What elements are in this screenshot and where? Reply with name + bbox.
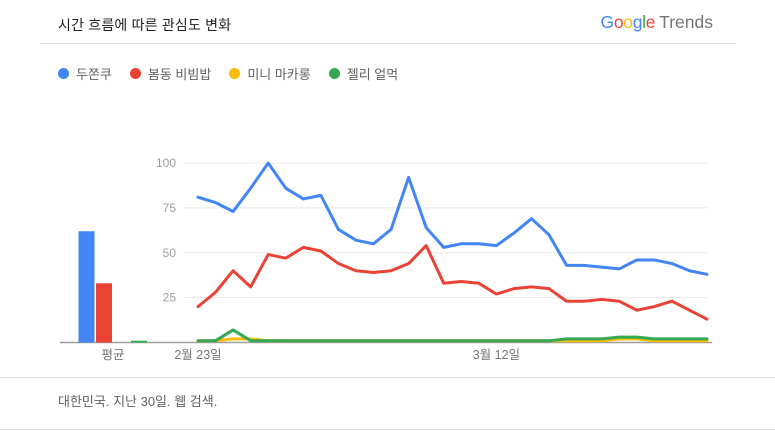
google-trends-wordmark: Trends: [659, 12, 713, 32]
legend-item-3: 젤리 얼먹: [328, 64, 399, 83]
header-divider: [40, 43, 735, 44]
logo-letter: g: [632, 12, 643, 32]
legend-item-label: 미니 마카롱: [247, 67, 311, 82]
logo-letter: l: [642, 12, 646, 32]
y-tick-label: 25: [163, 291, 177, 305]
series-line-0[interactable]: [196, 161, 709, 276]
avg-bar-1: [96, 283, 112, 343]
series-line-3[interactable]: [196, 328, 709, 343]
logo-letter: G: [600, 12, 615, 32]
legend-item-0: 두쫀쿠: [58, 64, 112, 83]
legend-item-label: 젤리 얼먹: [346, 67, 399, 82]
legend-item-1: 봄동 비빔밥: [129, 64, 212, 83]
logo-letter: o: [613, 12, 624, 32]
footer-divider: [0, 377, 775, 378]
y-tick-label: 75: [163, 201, 177, 215]
footer-summary: 대한민국. 지난 30일. 웹 검색.: [58, 394, 218, 409]
logo-letter: e: [645, 12, 656, 32]
legend-dot-icon: [229, 68, 241, 79]
google-logo: Google: [601, 12, 656, 32]
x-tick-label: 2월 23일: [174, 348, 221, 362]
legend-dot-icon: [129, 68, 141, 79]
series-line-1[interactable]: [196, 244, 709, 321]
legend-item-2: 미니 마카롱: [229, 64, 311, 83]
legend-item-label: 봄동 비빔밥: [147, 67, 212, 82]
google-trends-logo[interactable]: Google Trends: [601, 12, 713, 33]
avg-bar-3: [131, 340, 147, 343]
logo-letter: o: [623, 12, 633, 32]
y-tick-label: 50: [163, 246, 177, 260]
bottom-divider: [0, 429, 775, 430]
avg-axis-label: 평균: [101, 348, 124, 362]
legend-item-label: 두쫀쿠: [76, 67, 112, 82]
page-title: 시간 흐름에 따른 관심도 변화: [58, 17, 232, 33]
x-tick-label: 3월 12일: [473, 348, 520, 362]
y-tick-label: 100: [156, 156, 176, 170]
avg-bar-0: [78, 231, 95, 343]
legend-dot-icon: [58, 68, 69, 79]
legend-dot-icon: [328, 68, 340, 79]
chart-legend: 두쫀쿠 봄동 비빔밥 미니 마카롱 젤리 얼먹: [58, 64, 398, 83]
